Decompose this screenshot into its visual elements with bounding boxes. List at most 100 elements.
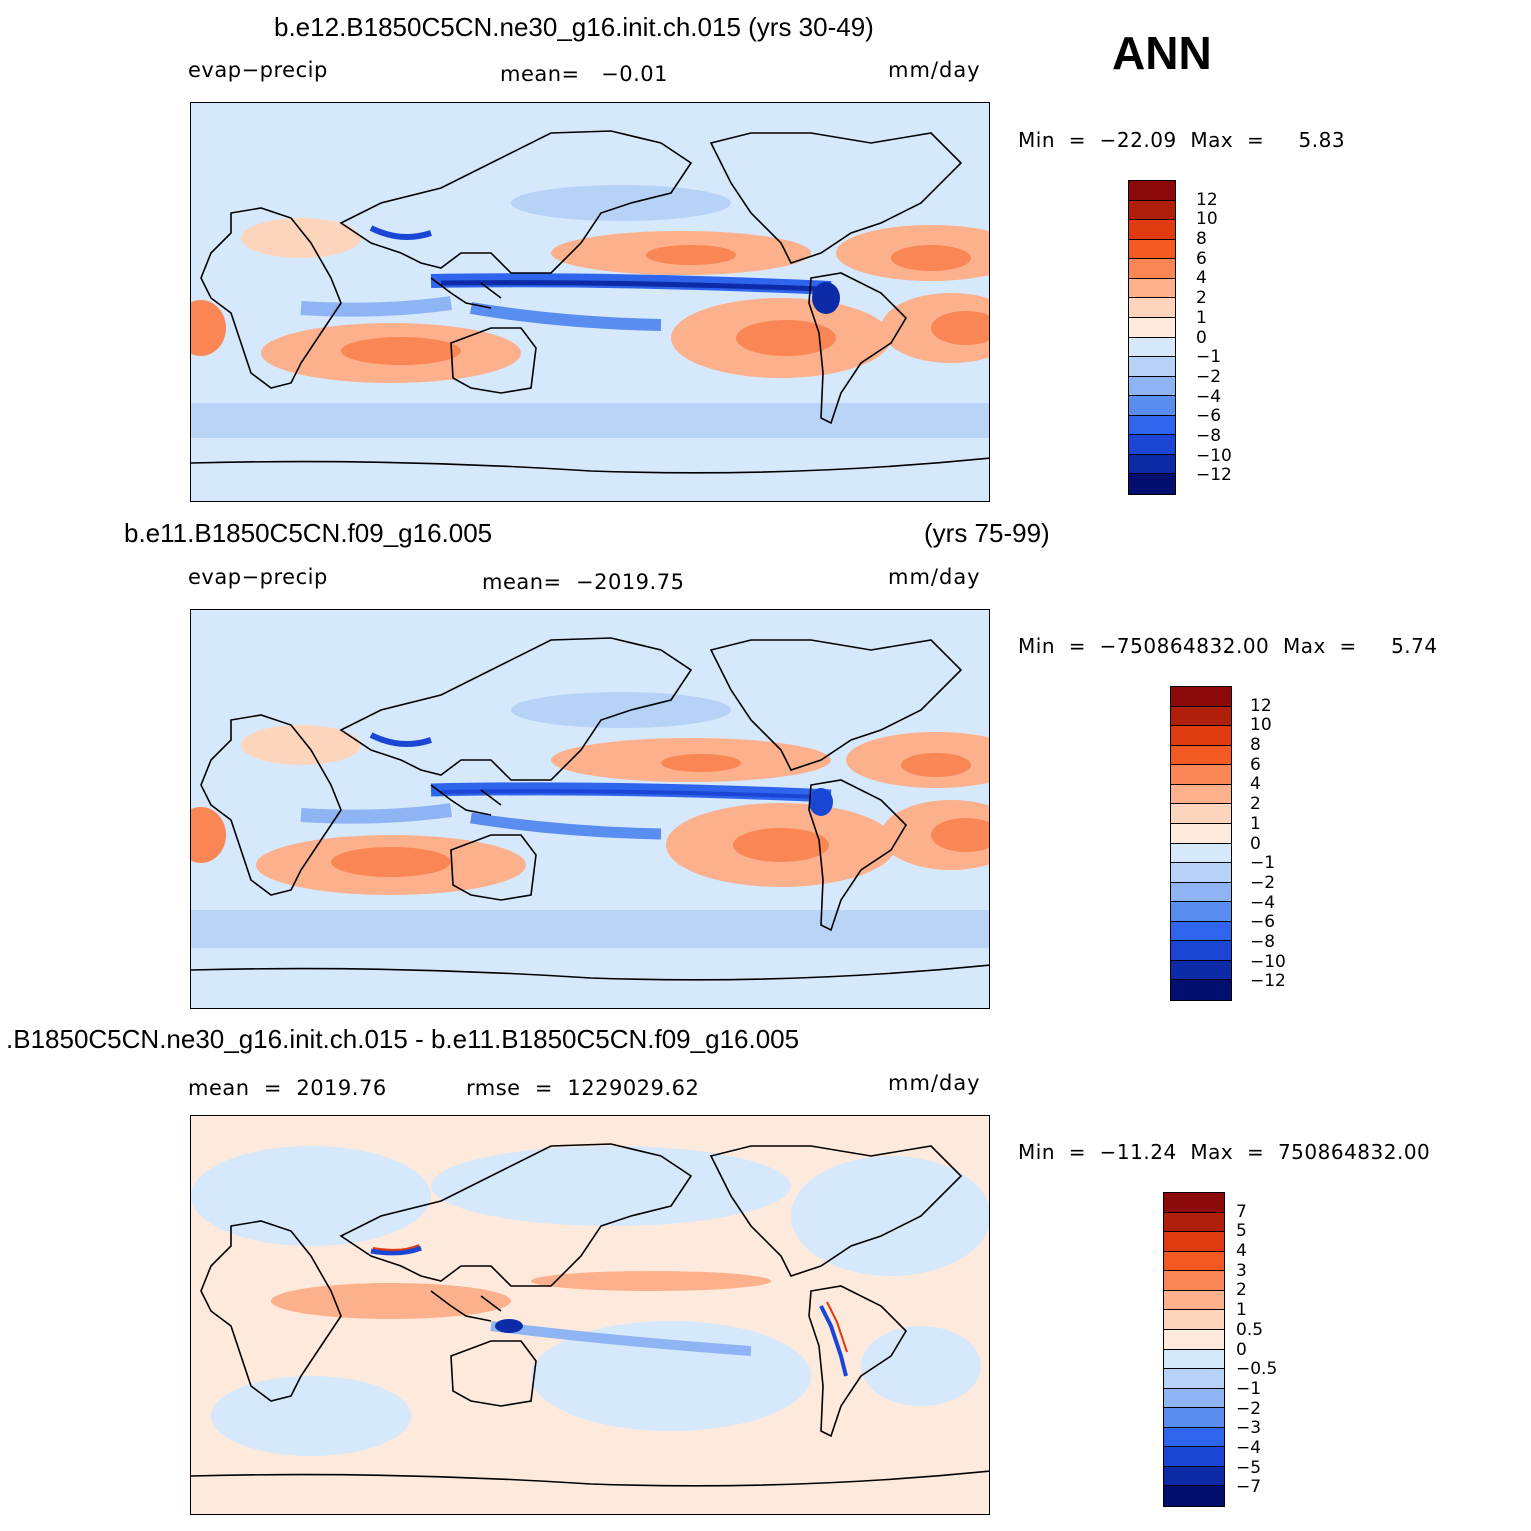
colorbar-swatch bbox=[1171, 921, 1231, 942]
colorbar-tick-label: 2 bbox=[1236, 1280, 1247, 1301]
colorbar-tick-label: 2 bbox=[1250, 794, 1261, 815]
colorbar-tick-label: −1 bbox=[1236, 1378, 1262, 1399]
africa-outline bbox=[200, 1220, 342, 1402]
panel3-title: .B1850C5CN.ne30_g16.init.ch.015 - b.e11.… bbox=[6, 1024, 800, 1054]
colorbar-swatch bbox=[1164, 1271, 1224, 1291]
colorbar-tick-label: −2 bbox=[1196, 366, 1222, 387]
indian-conv bbox=[300, 296, 452, 317]
panel3-map bbox=[190, 1115, 990, 1515]
colorbar-swatch bbox=[1171, 902, 1231, 922]
north-america-outline bbox=[709, 1145, 963, 1277]
australia-outline bbox=[450, 834, 537, 901]
colorbar-swatch bbox=[1164, 1251, 1224, 1272]
africa-outline bbox=[200, 714, 342, 896]
itcz-core bbox=[440, 789, 822, 799]
maritime-continent bbox=[430, 1290, 502, 1322]
colorbar-swatch bbox=[1164, 1193, 1224, 1213]
colorbar-tick-label: 4 bbox=[1196, 268, 1207, 289]
panel1-colorbar bbox=[1128, 180, 1176, 495]
colorbar-tick-label: −10 bbox=[1250, 951, 1286, 972]
panel2-colorbar bbox=[1170, 686, 1232, 1001]
south-america-outline bbox=[808, 779, 908, 932]
colorbar-swatch bbox=[1129, 317, 1175, 338]
himalaya-conv bbox=[369, 732, 432, 747]
antarctica-outline bbox=[191, 1470, 989, 1487]
colorbar-swatch bbox=[1171, 784, 1231, 805]
s-atlantic-east-neg bbox=[861, 1326, 981, 1406]
panel1-mean: mean= −0.01 bbox=[500, 62, 669, 86]
panel3-map-svg bbox=[191, 1116, 989, 1514]
colorbar-tick-label: 10 bbox=[1196, 209, 1218, 230]
panel3-minmax: Min = −11.24 Max = 750864832.00 bbox=[1018, 1140, 1431, 1164]
colorbar-tick-label: 12 bbox=[1196, 189, 1218, 210]
colorbar-swatch bbox=[1129, 415, 1175, 436]
colorbar-swatch bbox=[1164, 1329, 1224, 1350]
spcz-band bbox=[470, 812, 662, 840]
colorbar-swatch bbox=[1164, 1310, 1224, 1330]
s-atlantic-west-core bbox=[191, 300, 226, 356]
n-pacific-core bbox=[661, 754, 741, 772]
colorbar-tick-label: −1 bbox=[1250, 853, 1276, 874]
colorbar-tick-label: 1 bbox=[1196, 307, 1207, 328]
maritime-neg bbox=[495, 1319, 523, 1333]
colorbar-swatch bbox=[1171, 687, 1231, 707]
s-atlantic-core bbox=[931, 311, 989, 345]
colorbar-swatch bbox=[1171, 726, 1231, 746]
colorbar-swatch bbox=[1164, 1466, 1224, 1487]
colorbar-tick-label: 6 bbox=[1196, 248, 1207, 269]
colorbar-swatch bbox=[1171, 706, 1231, 727]
colorbar-swatch bbox=[1129, 454, 1175, 475]
coastlines bbox=[191, 1143, 989, 1487]
s-atlantic-neg bbox=[211, 1376, 411, 1456]
n-pacific-storm-track bbox=[511, 692, 731, 728]
n-pacific-storm-track bbox=[511, 185, 731, 221]
australia-outline bbox=[450, 1340, 537, 1407]
colorbar-tick-label: 7 bbox=[1236, 1201, 1247, 1222]
se-pacific-core bbox=[733, 828, 829, 862]
s-atlantic-west-core bbox=[191, 807, 226, 863]
colorbar-swatch bbox=[1171, 843, 1231, 864]
south-america-outline bbox=[808, 1285, 908, 1438]
spcz-band bbox=[470, 302, 662, 331]
andes-neg bbox=[819, 1305, 848, 1377]
himalaya-pos bbox=[372, 1244, 420, 1251]
s-indian-core bbox=[331, 847, 451, 877]
colorbar-tick-label: −1 bbox=[1196, 347, 1222, 368]
colorbar-tick-label: −4 bbox=[1250, 892, 1276, 913]
colorbar-swatch bbox=[1164, 1290, 1224, 1311]
colorbar-tick-label: 5 bbox=[1236, 1221, 1247, 1242]
colorbar-tick-label: −6 bbox=[1250, 912, 1276, 933]
south-america-outline bbox=[808, 272, 908, 425]
panel2-minmax: Min = −750864832.00 Max = 5.74 bbox=[1018, 634, 1438, 658]
colorbar-swatch bbox=[1171, 823, 1231, 844]
panel3-mean: mean = 2019.76 bbox=[188, 1076, 387, 1100]
southern-storm-track bbox=[191, 403, 989, 438]
maritime-continent bbox=[430, 784, 502, 816]
southern-storm-track bbox=[191, 910, 989, 948]
colorbar-tick-label: 0.5 bbox=[1236, 1319, 1264, 1340]
amazon-conv bbox=[809, 788, 833, 816]
s-atlantic-core bbox=[931, 818, 989, 852]
panel3-colorbar bbox=[1163, 1192, 1225, 1507]
panel1-units: mm/day bbox=[888, 58, 981, 82]
colorbar-swatch bbox=[1129, 239, 1175, 260]
colorbar-swatch bbox=[1171, 882, 1231, 903]
colorbar-tick-label: 8 bbox=[1196, 229, 1207, 250]
n-atlantic-core bbox=[891, 245, 971, 271]
panel1-title: b.e12.B1850C5CN.ne30_g16.init.ch.015 (yr… bbox=[274, 12, 874, 42]
colorbar-tick-label: 2 bbox=[1196, 288, 1207, 309]
panel1-minmax: Min = −22.09 Max = 5.83 bbox=[1018, 128, 1346, 152]
colorbar-tick-label: 0 bbox=[1236, 1339, 1247, 1360]
colorbar-tick-label: 4 bbox=[1236, 1241, 1247, 1262]
colorbar-swatch bbox=[1129, 337, 1175, 358]
colorbar-swatch bbox=[1164, 1486, 1224, 1506]
panel2-title-years: (yrs 75-99) bbox=[924, 518, 1050, 548]
panel2-map-svg bbox=[191, 610, 989, 1008]
north-america-outline bbox=[709, 132, 963, 264]
colorbar-tick-label: −10 bbox=[1196, 445, 1232, 466]
colorbar-swatch bbox=[1129, 357, 1175, 377]
arabia-pos bbox=[241, 725, 361, 765]
colorbar-swatch bbox=[1129, 220, 1175, 240]
colorbar-tick-label: −4 bbox=[1196, 386, 1222, 407]
australia-outline bbox=[450, 327, 537, 394]
